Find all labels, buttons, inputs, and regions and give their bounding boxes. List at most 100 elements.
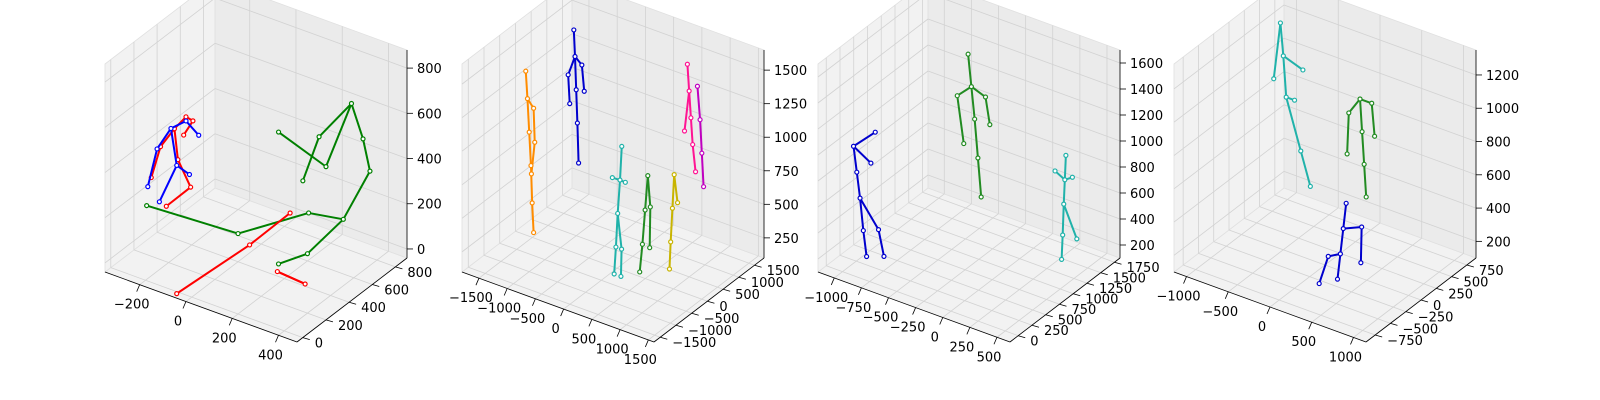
z-tick-label: 600	[1130, 187, 1155, 202]
grid-y	[1274, 194, 1467, 266]
grid-z	[571, 167, 765, 239]
y-tick	[1045, 314, 1053, 318]
bone	[689, 117, 694, 145]
joint-point	[613, 244, 619, 250]
joint-point	[188, 184, 194, 190]
grid-x	[888, 213, 999, 299]
x-tick	[475, 278, 480, 286]
joint-point	[1277, 20, 1284, 26]
bone	[638, 244, 644, 273]
x-tick-label: 250	[949, 340, 974, 355]
joint-point	[857, 195, 863, 201]
x-axis-line	[817, 271, 1011, 343]
bone	[526, 98, 531, 133]
grid-x	[139, 200, 250, 285]
joint-point	[567, 101, 573, 107]
bone	[277, 131, 327, 168]
skeleton-3	[609, 143, 628, 280]
grid-x	[915, 223, 1026, 308]
joint-point	[692, 169, 699, 175]
joint-point	[618, 246, 625, 252]
bone	[691, 144, 697, 172]
grid-z	[1283, 37, 1477, 109]
joint-point	[300, 178, 306, 184]
joint-point	[975, 155, 981, 161]
y-axis-line	[653, 257, 765, 343]
grid-x	[834, 193, 945, 279]
joint-point	[183, 118, 189, 124]
joint-point	[1334, 276, 1341, 282]
skeleton-6	[694, 83, 707, 190]
x-tick	[966, 327, 971, 335]
bone	[1285, 96, 1302, 152]
grid-y	[203, 196, 396, 268]
bone	[185, 120, 200, 136]
panel-1: −200 0 200 400 0 200 400 600 800 0 200 400 600 800	[104, 0, 442, 363]
bone	[1359, 98, 1364, 132]
grid-y	[867, 233, 1060, 305]
bone	[182, 120, 194, 136]
grid-z	[817, 70, 929, 156]
z-tick-label: 800	[1130, 161, 1155, 176]
grid-z	[817, 174, 929, 260]
z-tick-label: 200	[1486, 235, 1511, 250]
grid-y	[1183, 264, 1376, 336]
x-tick	[182, 301, 187, 309]
bone	[362, 138, 371, 172]
skeleton-2	[565, 27, 587, 166]
grid-x	[861, 203, 972, 289]
joint-point	[1060, 232, 1066, 238]
skeletons	[523, 27, 707, 280]
grid-y	[531, 218, 724, 290]
y-tick	[754, 264, 762, 268]
y-tick	[372, 284, 380, 287]
joint-point	[674, 200, 681, 206]
joint-point	[528, 171, 535, 177]
grid-z	[214, 133, 408, 205]
joint-point	[144, 202, 150, 209]
joint-point	[850, 143, 857, 149]
grid-x	[648, 255, 759, 341]
joint-point	[247, 242, 253, 248]
y-tick	[302, 337, 310, 340]
joint-point	[275, 261, 282, 267]
bone	[613, 246, 617, 275]
joint-point	[360, 136, 366, 142]
grid-z	[461, 0, 573, 85]
grid-x	[942, 233, 1053, 318]
grid-z	[571, 133, 765, 205]
y-tick-label: 1500	[1113, 272, 1146, 287]
bone	[1063, 155, 1067, 180]
grid-z	[1283, 104, 1477, 176]
joint-point	[529, 200, 535, 206]
y-tick	[1114, 261, 1122, 265]
z-tick-label: 1200	[1486, 69, 1519, 84]
skeleton-3	[1052, 152, 1080, 262]
y-tick-label: −750	[1387, 334, 1423, 349]
z-tick-label: 1200	[1130, 109, 1163, 124]
bone	[1272, 22, 1282, 79]
y-tick	[1031, 324, 1040, 328]
x-axis-line	[104, 271, 298, 343]
skeleton-2	[1344, 96, 1378, 200]
grid-z	[104, 0, 214, 83]
joint-point	[340, 216, 346, 222]
joint-point	[1291, 97, 1298, 103]
joint-point	[617, 177, 623, 183]
bone	[158, 164, 178, 203]
joint-point	[524, 96, 531, 102]
z-tick-label: 800	[417, 62, 442, 77]
grid-z	[927, 174, 1121, 246]
joint-point	[1280, 53, 1286, 59]
y-tick	[1100, 272, 1108, 276]
joint-point	[666, 266, 673, 272]
x-tick-label: −750	[836, 301, 872, 316]
y-tick-label: −1000	[688, 324, 732, 339]
x-tick-label: 500	[1291, 335, 1316, 350]
bone	[1346, 112, 1350, 154]
x-tick-label: 200	[212, 331, 237, 346]
x-tick	[993, 337, 998, 345]
joint-point	[196, 132, 202, 138]
grid-z	[104, 178, 216, 264]
joint-point	[868, 160, 874, 166]
